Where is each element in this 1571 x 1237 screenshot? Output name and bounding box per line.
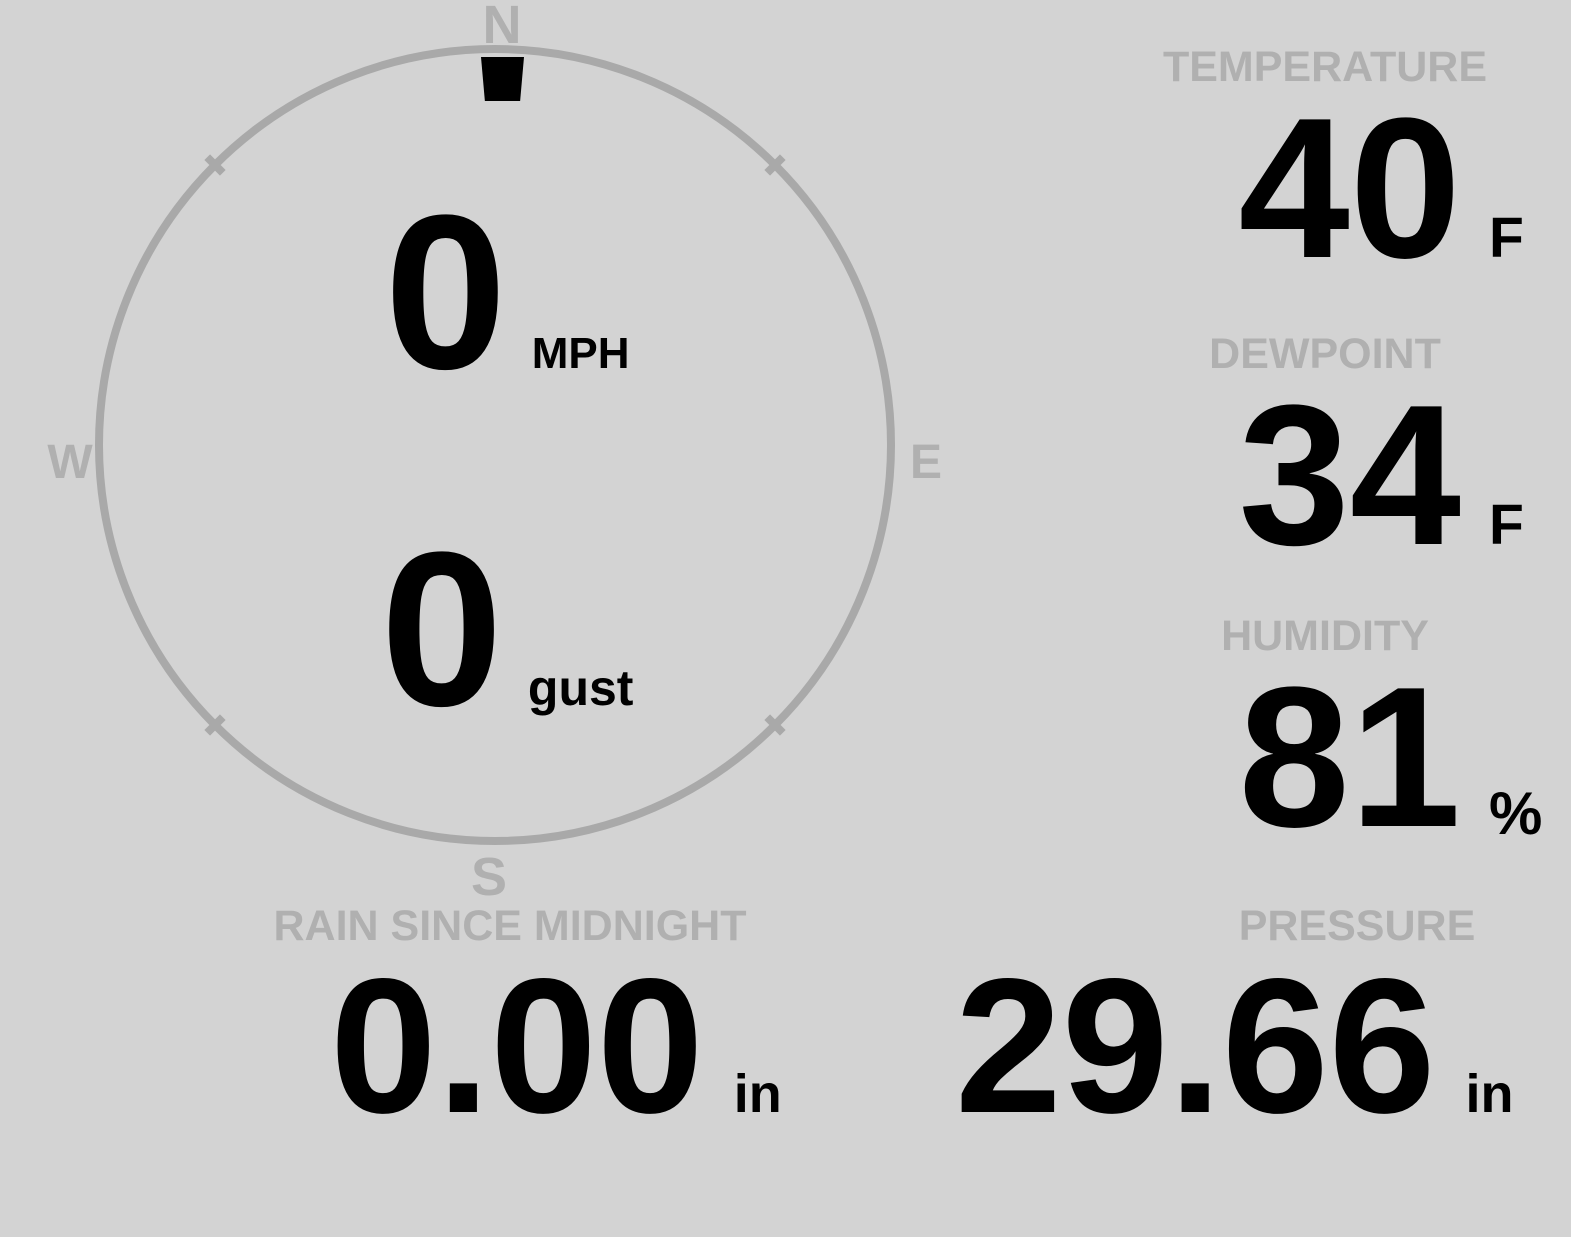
compass-label-north: N xyxy=(482,0,522,55)
pressure-value-row: 29.66 in xyxy=(955,950,1513,1142)
dewpoint-label: DEWPOINT xyxy=(1209,330,1441,378)
compass-label-east: E xyxy=(909,436,942,489)
wind-gust: 0 gust xyxy=(107,519,907,739)
temperature-stat: TEMPERATURE 40 F xyxy=(1105,46,1545,289)
dewpoint-stat: DEWPOINT 34 F xyxy=(1105,333,1545,576)
humidity-value: 81 xyxy=(1238,646,1461,869)
wind-speed: 0 MPH xyxy=(107,182,907,402)
rain-value-row: 0.00 in xyxy=(330,950,782,1142)
wind-gust-value: 0 xyxy=(380,506,503,752)
dewpoint-value: 34 xyxy=(1238,364,1461,587)
pressure-value: 29.66 xyxy=(955,938,1436,1153)
rain-unit: in xyxy=(733,1064,782,1124)
rain-label: RAIN SINCE MIDNIGHT xyxy=(273,902,747,950)
temperature-value-row: 40 F xyxy=(1105,89,1545,289)
humidity-value-row: 81% xyxy=(1105,658,1545,858)
temperature-label: TEMPERATURE xyxy=(1162,43,1488,91)
wind-direction-marker-icon xyxy=(481,57,524,101)
temperature-unit: F xyxy=(1489,206,1524,270)
pressure-label: PRESSURE xyxy=(1238,902,1476,950)
wind-speed-unit: MPH xyxy=(531,329,630,378)
compass-ring xyxy=(95,45,895,845)
humidity-stat: HUMIDITY 81% xyxy=(1105,615,1545,858)
temperature-value: 40 xyxy=(1238,77,1461,300)
dewpoint-unit: F xyxy=(1489,493,1524,557)
humidity-label: HUMIDITY xyxy=(1221,612,1429,660)
compass-label-west: W xyxy=(47,436,93,489)
wind-gust-unit: gust xyxy=(527,660,634,716)
compass-label-south: S xyxy=(470,847,508,907)
wind-speed-value: 0 xyxy=(384,169,507,415)
humidity-unit: % xyxy=(1489,780,1543,847)
dewpoint-value-row: 34 F xyxy=(1105,376,1545,576)
rain-value: 0.00 xyxy=(330,938,704,1153)
pressure-unit: in xyxy=(1465,1064,1514,1124)
